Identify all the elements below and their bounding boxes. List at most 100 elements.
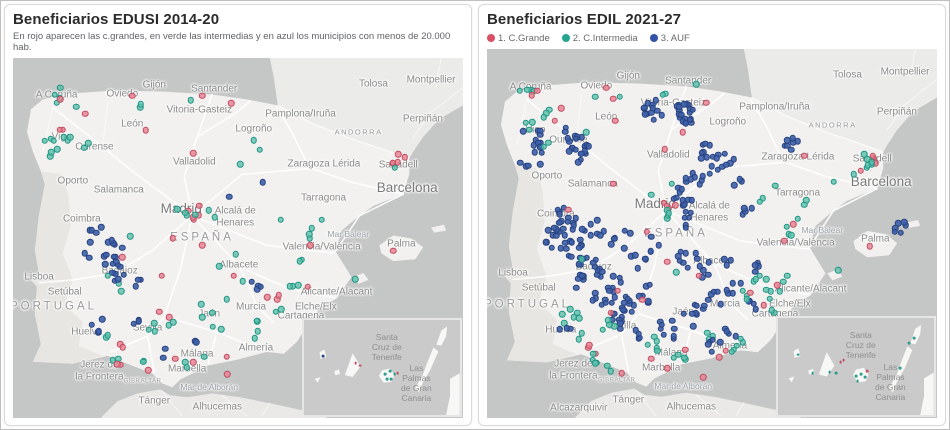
marker-dot[interactable]: [248, 278, 255, 286]
marker-dot[interactable]: [578, 330, 585, 337]
inset-marker-dot[interactable]: [912, 336, 916, 340]
inset-marker-dot[interactable]: [834, 371, 838, 375]
marker-dot[interactable]: [603, 362, 611, 370]
marker-dot[interactable]: [575, 159, 582, 166]
marker-dot[interactable]: [66, 134, 74, 141]
marker-dot[interactable]: [550, 224, 558, 231]
marker-dot[interactable]: [228, 99, 235, 107]
marker-dot[interactable]: [239, 277, 246, 285]
marker-dot[interactable]: [631, 251, 639, 259]
marker-dot[interactable]: [589, 350, 597, 357]
marker-dot[interactable]: [223, 353, 230, 361]
marker-dot[interactable]: [254, 328, 261, 335]
marker-dot[interactable]: [609, 180, 617, 187]
marker-dot[interactable]: [286, 283, 294, 290]
marker-dot[interactable]: [668, 180, 675, 187]
marker-dot[interactable]: [577, 150, 585, 158]
marker-dot[interactable]: [723, 161, 730, 168]
inset-marker-dot[interactable]: [907, 341, 911, 345]
marker-dot[interactable]: [609, 272, 617, 280]
marker-dot[interactable]: [585, 142, 593, 150]
marker-dot[interactable]: [189, 358, 197, 366]
marker-dot[interactable]: [644, 341, 651, 349]
marker-dot[interactable]: [702, 99, 710, 107]
marker-dot[interactable]: [88, 321, 95, 329]
marker-dot[interactable]: [237, 160, 244, 168]
marker-dot[interactable]: [648, 233, 655, 241]
marker-dot[interactable]: [720, 256, 728, 263]
marker-dot[interactable]: [789, 221, 797, 228]
marker-dot[interactable]: [679, 196, 686, 204]
inset-marker-dot[interactable]: [390, 377, 393, 381]
marker-dot[interactable]: [830, 178, 837, 186]
marker-dot[interactable]: [537, 160, 544, 168]
inset-marker-dot[interactable]: [797, 353, 800, 356]
marker-dot[interactable]: [556, 210, 563, 218]
marker-dot[interactable]: [653, 347, 661, 354]
marker-dot[interactable]: [682, 120, 689, 127]
marker-dot[interactable]: [688, 197, 695, 204]
marker-dot[interactable]: [783, 223, 790, 230]
marker-dot[interactable]: [616, 274, 624, 281]
marker-dot[interactable]: [741, 205, 748, 212]
marker-dot[interactable]: [208, 309, 216, 317]
marker-dot[interactable]: [189, 150, 197, 157]
marker-dot[interactable]: [158, 272, 165, 280]
marker-dot[interactable]: [119, 244, 126, 251]
marker-dot[interactable]: [692, 249, 700, 257]
marker-dot[interactable]: [621, 227, 629, 235]
marker-dot[interactable]: [103, 251, 110, 259]
marker-dot[interactable]: [699, 266, 707, 274]
marker-dot[interactable]: [108, 236, 115, 244]
marker-dot[interactable]: [647, 109, 655, 117]
marker-dot[interactable]: [551, 117, 558, 125]
marker-dot[interactable]: [607, 309, 614, 317]
marker-dot[interactable]: [680, 310, 688, 317]
marker-dot[interactable]: [665, 210, 672, 217]
marker-dot[interactable]: [596, 231, 604, 239]
marker-dot[interactable]: [634, 264, 641, 272]
marker-dot[interactable]: [603, 84, 610, 91]
marker-dot[interactable]: [192, 211, 199, 219]
marker-dot[interactable]: [555, 219, 563, 226]
marker-dot[interactable]: [264, 294, 271, 301]
marker-dot[interactable]: [648, 355, 655, 363]
marker-dot[interactable]: [81, 110, 89, 118]
marker-dot[interactable]: [48, 148, 55, 156]
inset-marker-dot[interactable]: [864, 375, 867, 379]
marker-dot[interactable]: [171, 355, 179, 362]
marker-dot[interactable]: [680, 100, 688, 108]
marker-dot[interactable]: [250, 136, 257, 144]
marker-dot[interactable]: [563, 325, 571, 332]
marker-dot[interactable]: [600, 227, 608, 235]
marker-dot[interactable]: [561, 232, 569, 239]
marker-dot[interactable]: [81, 250, 89, 257]
legend-item[interactable]: 2. C.Intermedia: [561, 33, 638, 44]
marker-dot[interactable]: [663, 258, 671, 265]
marker-dot[interactable]: [737, 335, 745, 343]
marker-dot[interactable]: [678, 186, 686, 193]
marker-dot[interactable]: [165, 322, 172, 329]
marker-dot[interactable]: [582, 128, 590, 136]
marker-dot[interactable]: [687, 176, 694, 183]
marker-dot[interactable]: [56, 126, 64, 134]
marker-dot[interactable]: [693, 302, 701, 310]
marker-dot[interactable]: [218, 325, 225, 333]
marker-dot[interactable]: [670, 195, 677, 202]
marker-dot[interactable]: [85, 140, 92, 147]
marker-dot[interactable]: [670, 333, 677, 340]
marker-dot[interactable]: [760, 302, 767, 309]
legend-item[interactable]: 3. AUF: [649, 33, 690, 44]
marker-dot[interactable]: [137, 101, 144, 108]
marker-dot[interactable]: [277, 216, 284, 223]
marker-dot[interactable]: [277, 306, 285, 313]
marker-dot[interactable]: [705, 259, 712, 266]
marker-dot[interactable]: [516, 87, 523, 95]
marker-dot[interactable]: [253, 317, 261, 324]
marker-dot[interactable]: [801, 152, 808, 159]
marker-dot[interactable]: [864, 161, 872, 169]
marker-dot[interactable]: [608, 240, 615, 248]
marker-dot[interactable]: [620, 299, 628, 306]
marker-dot[interactable]: [635, 330, 643, 337]
marker-dot[interactable]: [756, 198, 764, 206]
